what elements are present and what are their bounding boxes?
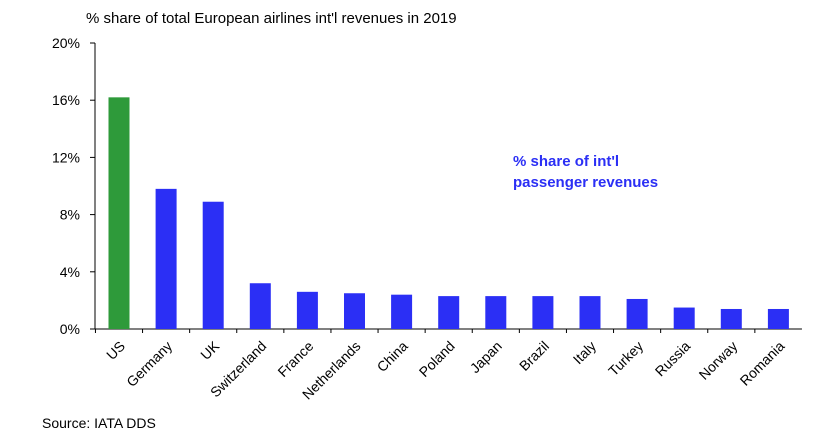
bar-us bbox=[108, 97, 130, 329]
y-tick-label: 12% bbox=[52, 149, 80, 165]
x-tick-label: US bbox=[103, 338, 128, 363]
x-tick-label: France bbox=[274, 338, 316, 380]
y-tick-label: 8% bbox=[60, 207, 80, 223]
x-tick-label: Poland bbox=[416, 338, 458, 380]
y-tick-label: 20% bbox=[52, 35, 80, 51]
bar-russia bbox=[673, 307, 695, 329]
x-tick-label: UK bbox=[197, 337, 223, 363]
bar-china bbox=[391, 294, 413, 329]
x-tick-label: Italy bbox=[570, 338, 599, 367]
y-tick-label: 4% bbox=[60, 264, 80, 280]
bar-norway bbox=[720, 308, 742, 329]
bar-germany bbox=[155, 188, 177, 329]
bar-romania bbox=[767, 308, 789, 329]
bar-poland bbox=[438, 296, 460, 329]
x-tick-label: Russia bbox=[652, 338, 694, 380]
bar-brazil bbox=[532, 296, 554, 329]
annotation-line: passenger revenues bbox=[513, 174, 658, 191]
y-tick-label: 16% bbox=[52, 92, 80, 108]
bar-italy bbox=[579, 296, 601, 329]
source-note: Source: IATA DDS bbox=[42, 415, 156, 431]
bar-turkey bbox=[626, 298, 648, 329]
bar-switzerland bbox=[249, 283, 271, 329]
x-tick-label: Turkey bbox=[605, 338, 646, 379]
bar-france bbox=[296, 291, 318, 329]
x-tick-label: Germany bbox=[123, 338, 175, 390]
annotation-line: % share of int'l bbox=[513, 153, 619, 170]
bar-japan bbox=[485, 296, 507, 329]
x-tick-label: Romania bbox=[737, 338, 788, 389]
y-tick-labels: 0% 4% 8% 12% 16% 20% bbox=[52, 35, 80, 337]
bar-uk bbox=[202, 201, 224, 329]
x-tick-label: Japan bbox=[467, 338, 505, 376]
chart-bars bbox=[108, 97, 789, 329]
chart-axes bbox=[90, 42, 802, 333]
bar-netherlands bbox=[344, 293, 365, 329]
chart-title: % share of total European airlines int'l… bbox=[86, 10, 457, 27]
y-tick-label: 0% bbox=[60, 321, 80, 337]
x-tick-label: Brazil bbox=[516, 338, 552, 374]
x-tick-label: Norway bbox=[696, 338, 741, 383]
chart-annotation: % share of int'l passenger revenues bbox=[513, 153, 658, 191]
x-tick-label: China bbox=[374, 338, 411, 375]
